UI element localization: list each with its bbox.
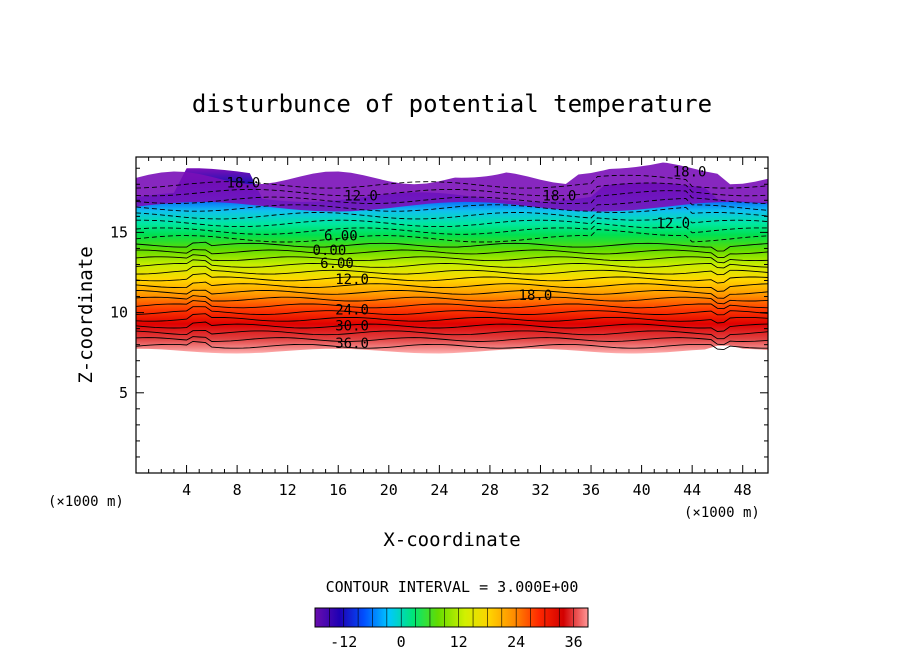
contour-label: 36.0 xyxy=(335,336,369,352)
x-tick-label: 48 xyxy=(734,481,752,499)
x-tick-label: 28 xyxy=(481,481,499,499)
contour-label: 18.0 xyxy=(227,176,261,192)
contour-label: 24.0 xyxy=(335,302,369,318)
contour-lines xyxy=(136,174,768,351)
colorbar-tick-label: 12 xyxy=(450,633,468,651)
contour-line-dashed xyxy=(136,229,768,243)
contour-line-solid xyxy=(136,336,768,346)
y-tick-label: 15 xyxy=(110,223,128,241)
y-tick-label: 10 xyxy=(110,304,128,322)
x-tick-label: 8 xyxy=(233,481,242,499)
shaded-field-area xyxy=(136,168,768,354)
x-tick-label: 20 xyxy=(380,481,398,499)
contour-line-solid xyxy=(136,329,768,340)
temperature-field xyxy=(136,159,768,354)
contour-line-solid xyxy=(136,254,768,264)
x-tick-label: 24 xyxy=(430,481,448,499)
x-tick-label: 4 xyxy=(182,481,191,499)
contour-label: 18.0 xyxy=(519,288,553,304)
contour-line-solid xyxy=(136,300,768,310)
contour-label: 18.0 xyxy=(543,189,577,205)
contour-line-solid xyxy=(136,306,768,316)
contour-line-solid xyxy=(136,281,768,292)
x-tick-label: 40 xyxy=(633,481,651,499)
contour-line-dashed xyxy=(136,198,768,212)
y-tick-label: 5 xyxy=(119,384,128,402)
colorbar-tick-label: 0 xyxy=(397,633,406,651)
contour-line-dashed xyxy=(136,222,768,235)
colorbar-tick-label: 24 xyxy=(507,633,525,651)
contour-label: 12.0 xyxy=(335,272,369,288)
contour-label: 6.00 xyxy=(320,256,354,272)
x-unit-label-right: (×1000 m) xyxy=(684,505,760,521)
colorbar-ticks: -12 0 12 24 36 xyxy=(329,608,583,651)
x-tick-label: 44 xyxy=(683,481,701,499)
contour-line-solid xyxy=(136,289,768,299)
colorbar-tick-label: 36 xyxy=(565,633,583,651)
contour-line-dashed xyxy=(136,182,768,197)
contour-line-solid xyxy=(136,241,768,252)
x-tick-label: 12 xyxy=(279,481,297,499)
x-axis-title: X-coordinate xyxy=(383,529,520,551)
contour-interval-label: CONTOUR INTERVAL = 3.000E+00 xyxy=(326,578,579,596)
white-hole-1 xyxy=(420,166,516,178)
colorbar xyxy=(314,607,589,628)
contour-label: 30.0 xyxy=(335,318,369,334)
x-unit-label-left: (×1000 m) xyxy=(48,494,124,510)
x-tick-label: 32 xyxy=(531,481,549,499)
contour-line-dashed xyxy=(136,216,768,228)
x-tick-label: 36 xyxy=(582,481,600,499)
contour-line-dashed xyxy=(136,174,768,189)
contour-line-solid xyxy=(136,340,768,351)
colorbar-tick-label: -12 xyxy=(330,633,357,651)
contour-labels: 18.012.0 18.018.012.06.000.006.0012.018.0… xyxy=(227,164,707,352)
contour-label: 6.00 xyxy=(324,229,358,245)
contour-line-solid xyxy=(136,249,768,259)
contour-label: 18.0 xyxy=(673,164,707,180)
contour-line-dashed xyxy=(136,206,768,220)
contour-line-solid xyxy=(136,265,768,276)
x-tick-label: 16 xyxy=(329,481,347,499)
contour-line-solid xyxy=(136,321,768,332)
contour-label: 12.0 xyxy=(656,216,690,232)
upper-violet-layer xyxy=(136,161,768,212)
contour-line-solid xyxy=(136,295,768,305)
contour-line-dashed xyxy=(136,190,768,204)
contour-label: 0.00 xyxy=(313,243,347,259)
chart-title: disturbunce of potential temperature xyxy=(192,90,712,118)
contour-label: 12.0 xyxy=(344,189,378,205)
contour-line-solid xyxy=(136,259,768,269)
contour-line-solid xyxy=(136,273,768,284)
contour-line-solid xyxy=(136,313,768,324)
y-axis-title: Z-coordinate xyxy=(75,246,97,383)
